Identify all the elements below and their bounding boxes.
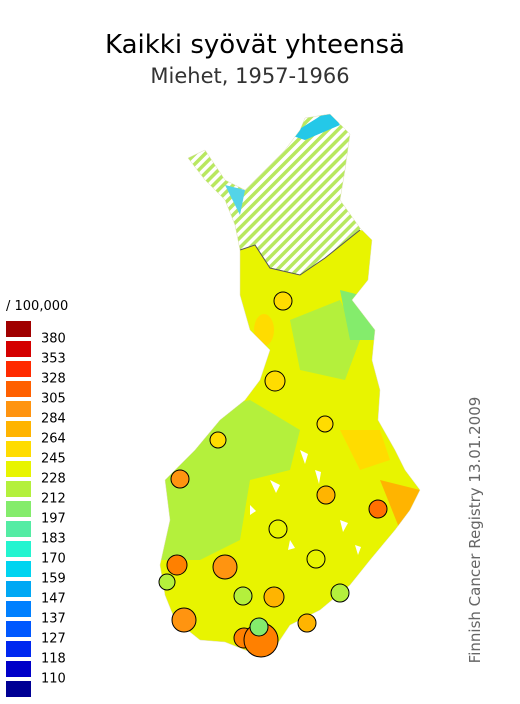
title: Kaikki syövät yhteensä <box>105 30 405 60</box>
legend-label: 110 <box>41 672 66 687</box>
legend-swatch <box>6 541 31 557</box>
legend-label: 183 <box>41 532 66 547</box>
legend-label: 170 <box>41 552 66 567</box>
legend-swatch <box>6 601 31 617</box>
legend-label: 228 <box>41 472 66 487</box>
legend-swatch <box>6 661 31 677</box>
source-note: Finnish Cancer Registry 13.01.2009 <box>466 397 484 664</box>
legend-swatch <box>6 481 31 497</box>
legend-label: 328 <box>41 372 66 387</box>
legend-swatch <box>6 561 31 577</box>
legend: 380 353 328 305 284 264 245 228 212 197 183 170 159 1… <box>6 321 66 697</box>
legend-label: 245 <box>41 452 66 467</box>
city-marker <box>316 415 334 433</box>
legend-label: 118 <box>41 652 66 667</box>
city-marker <box>368 499 388 519</box>
city-marker <box>268 519 288 539</box>
legend-swatch <box>6 681 31 697</box>
map-regions <box>160 114 420 652</box>
city-marker <box>297 613 317 633</box>
city-marker <box>264 370 286 392</box>
legend-label: 147 <box>41 592 66 607</box>
legend-swatch <box>6 361 31 377</box>
legend-swatch <box>6 461 31 477</box>
city-marker <box>212 554 238 580</box>
city-marker <box>158 573 176 591</box>
legend-swatch <box>6 441 31 457</box>
legend-label: 380 <box>41 332 66 347</box>
legend-swatch <box>6 321 31 337</box>
legend-label: 137 <box>41 612 66 627</box>
legend-swatch <box>6 401 31 417</box>
legend-label: 212 <box>41 492 66 507</box>
city-marker <box>233 586 253 606</box>
legend-swatch <box>6 581 31 597</box>
legend-swatch <box>6 521 31 537</box>
legend-label: 197 <box>41 512 66 527</box>
legend-swatch <box>6 381 31 397</box>
legend-label: 127 <box>41 632 66 647</box>
legend-label: 159 <box>41 572 66 587</box>
city-marker <box>306 549 326 569</box>
legend-label: 264 <box>41 432 66 447</box>
city-marker <box>316 485 336 505</box>
legend-swatch <box>6 621 31 637</box>
legend-swatch <box>6 641 31 657</box>
city-marker <box>273 291 293 311</box>
legend-swatch <box>6 341 31 357</box>
legend-swatch <box>6 421 31 437</box>
cities <box>158 291 388 658</box>
city-marker <box>249 617 269 637</box>
legend-unit: / 100,000 <box>6 299 68 314</box>
legend-label: 353 <box>41 352 66 367</box>
city-marker <box>330 583 350 603</box>
legend-swatch <box>6 501 31 517</box>
city-marker <box>170 469 190 489</box>
subtitle: Miehet, 1957-1966 <box>150 64 349 88</box>
city-marker <box>166 554 188 576</box>
legend-label: 284 <box>41 412 66 427</box>
legend-label: 305 <box>41 392 66 407</box>
city-marker <box>171 607 197 633</box>
city-marker <box>263 586 285 608</box>
city-marker <box>209 431 227 449</box>
